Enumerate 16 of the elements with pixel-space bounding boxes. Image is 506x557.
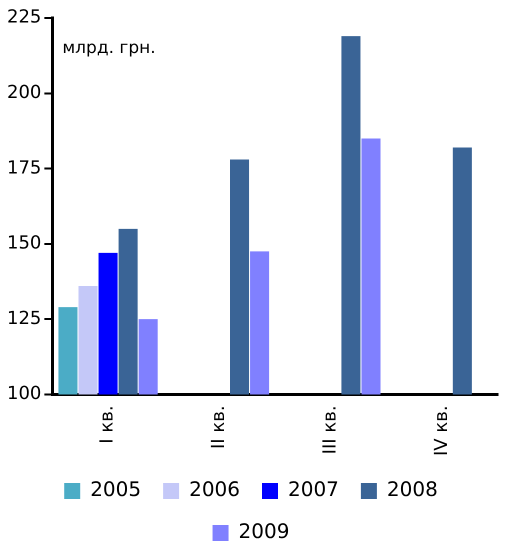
y-tick-label: 200 xyxy=(6,82,42,103)
y-axis-title: млрд. грн. xyxy=(62,38,156,58)
legend-label: 2007 xyxy=(288,477,339,502)
y-tick-label: 225 xyxy=(6,6,42,28)
legend-label: 2009 xyxy=(238,519,290,544)
x-tick-label: IV кв. xyxy=(430,405,452,456)
y-tick-label: 125 xyxy=(6,308,42,329)
legend-label: 2005 xyxy=(90,477,142,502)
y-tick-label: 150 xyxy=(6,232,42,254)
x-tick-label: I кв. xyxy=(96,405,118,444)
x-tick-label: III кв. xyxy=(320,405,341,454)
y-tick-label: 175 xyxy=(6,157,42,178)
y-tick-label: 100 xyxy=(6,383,42,404)
x-tick-label: II кв. xyxy=(208,405,230,449)
legend-label: 2006 xyxy=(189,477,240,502)
legend-label: 2008 xyxy=(386,477,438,502)
